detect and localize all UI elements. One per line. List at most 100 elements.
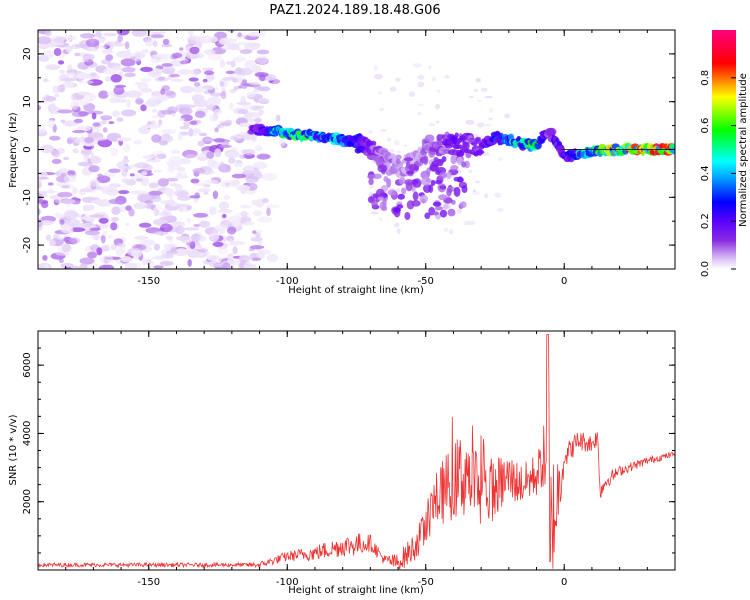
heatmap-cell [123,72,136,78]
heatmap-cell [396,228,401,234]
heatmap-cell [98,264,115,269]
heatmap-cell [161,129,177,135]
heatmap-cell [374,73,383,80]
heatmap-cell [144,200,154,204]
heatmap-cell [47,119,55,128]
heatmap-cell [214,85,219,91]
heatmap-cell [236,101,251,106]
heatmap-cell [232,246,238,255]
heatmap-cell [256,251,265,260]
heatmap-cell [54,93,60,97]
snr-x-axis-label: Height of straight line (km) [288,585,424,596]
heatmap-cell [95,30,102,34]
heatmap-cell [240,204,252,209]
heatmap-cell [108,121,115,125]
y-tick-label: 4000 [22,421,33,446]
heatmap-cell [145,158,161,163]
heatmap-cell [396,204,404,209]
heatmap-cell [179,47,184,51]
heatmap-cell [175,225,185,235]
heatmap-cell [52,85,61,94]
heatmap-cell [70,227,86,233]
heatmap-cell [121,66,136,73]
heatmap-cell [203,49,216,55]
heatmap-cell [453,186,461,197]
heatmap-ticks: -150 -100 -50 0 20 10 0 -10 -20 [22,29,676,287]
heatmap-cell [197,140,205,147]
heatmap-cell [158,119,163,126]
heatmap-cell [205,104,216,111]
y-tick-label: 10 [22,95,33,108]
heatmap-cell [129,190,146,195]
heatmap-cell [228,157,236,164]
heatmap-cell [254,117,262,123]
heatmap-cell [456,151,465,157]
heatmap-cell [53,48,62,56]
heatmap-cell [38,105,41,111]
heatmap-cell [220,122,232,127]
heatmap-cell [473,133,479,138]
heatmap-cell [126,90,142,98]
heatmap-cell [121,178,129,184]
colorbar: 0.0 0.2 0.4 0.6 0.8 Normalized spectral ampl… [700,30,749,277]
heatmap-cell [114,84,127,88]
heatmap-cell [412,191,419,201]
heatmap-cell [97,138,113,148]
heatmap-cell [202,67,215,71]
heatmap-cell [395,158,401,165]
heatmap-cell [163,90,175,96]
heatmap-cell [473,89,478,92]
heatmap-cell [38,36,52,45]
heatmap-cell [57,77,63,84]
heatmap-cell [213,108,223,115]
heatmap-cell [77,78,83,84]
heatmap-cell [171,221,185,228]
heatmap-cell [454,132,459,138]
heatmap-cell [475,78,482,83]
heatmap-cell [59,219,65,225]
snr-panel: -150 -100 -50 0 2000 4000 6000 Height of strai… [8,330,676,596]
heatmap-cell [423,155,429,166]
heatmap-cell [130,249,143,258]
heatmap-cell [144,100,160,108]
heatmap-cell [63,174,77,183]
heatmap-cell [266,207,271,217]
colorbar-tick-label: 0.8 [700,70,711,86]
heatmap-cell [140,66,153,72]
x-tick-label: -100 [276,577,299,588]
heatmap-cell [154,56,161,61]
heatmap-cell [262,172,277,181]
heatmap-cell [252,257,262,261]
heatmap-cell [239,255,251,260]
heatmap-cell [484,124,492,127]
heatmap-cell [142,155,154,160]
heatmap-cell [153,243,160,251]
heatmap-cell [244,59,257,69]
colorbar-tick-label: 0.6 [700,118,711,134]
heatmap-cell [74,52,81,57]
heatmap-cell [432,201,442,207]
heatmap-cell [232,56,246,63]
heatmap-cell [120,256,133,263]
heatmap-cell [151,67,162,76]
heatmap-cell [248,263,257,269]
heatmap-cell [484,95,493,99]
heatmap-cell [202,184,211,188]
heatmap-cell [435,103,440,110]
heatmap-cell [459,201,467,209]
heatmap-cell [100,234,106,244]
heatmap-cell [125,205,132,211]
heatmap-cell [79,188,93,193]
heatmap-cell [148,190,163,196]
heatmap-cell [89,179,100,188]
heatmap-cell [419,194,428,204]
heatmap-cell [141,257,147,267]
heatmap-cell [181,104,196,108]
heatmap-cell [446,188,452,197]
heatmap-cell [43,78,49,83]
heatmap-cell [203,70,215,75]
heatmap-cell [243,113,253,120]
heatmap-cell [433,166,440,172]
heatmap-cell [187,249,200,258]
heatmap-cell [439,185,447,190]
